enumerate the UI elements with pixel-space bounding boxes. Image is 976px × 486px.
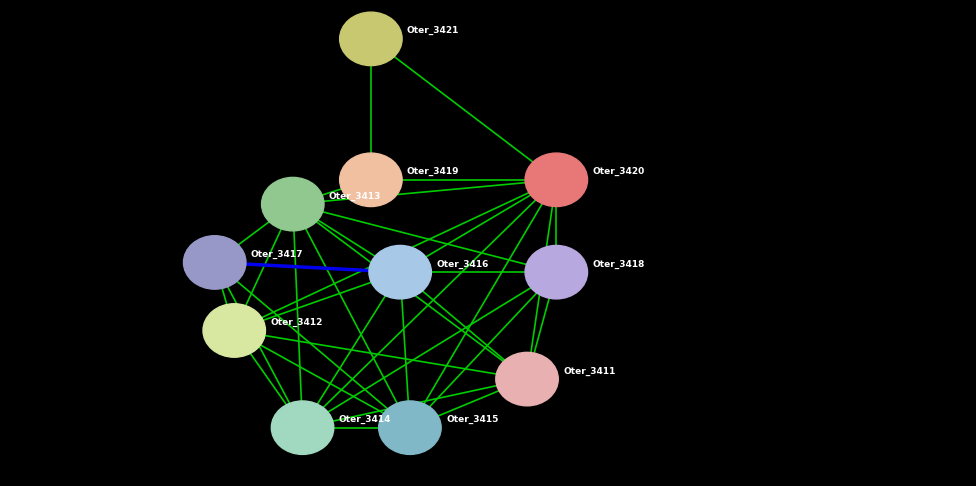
Text: Oter_3418: Oter_3418 — [592, 260, 645, 269]
Ellipse shape — [183, 236, 246, 289]
Text: Oter_3413: Oter_3413 — [329, 191, 382, 201]
Ellipse shape — [271, 401, 334, 454]
Ellipse shape — [369, 245, 431, 299]
Text: Oter_3419: Oter_3419 — [407, 167, 460, 176]
Text: Oter_3412: Oter_3412 — [270, 318, 323, 327]
Text: Oter_3416: Oter_3416 — [436, 260, 489, 269]
Ellipse shape — [525, 153, 588, 207]
Text: Oter_3417: Oter_3417 — [251, 250, 304, 259]
Text: Oter_3415: Oter_3415 — [446, 415, 499, 424]
Text: Oter_3414: Oter_3414 — [339, 415, 391, 424]
Text: Oter_3420: Oter_3420 — [592, 167, 645, 176]
Ellipse shape — [525, 245, 588, 299]
Ellipse shape — [340, 153, 402, 207]
Ellipse shape — [340, 12, 402, 66]
Text: Oter_3421: Oter_3421 — [407, 26, 460, 35]
Ellipse shape — [496, 352, 558, 406]
Text: Oter_3411: Oter_3411 — [563, 366, 616, 376]
Ellipse shape — [379, 401, 441, 454]
Ellipse shape — [203, 304, 265, 357]
Ellipse shape — [262, 177, 324, 231]
